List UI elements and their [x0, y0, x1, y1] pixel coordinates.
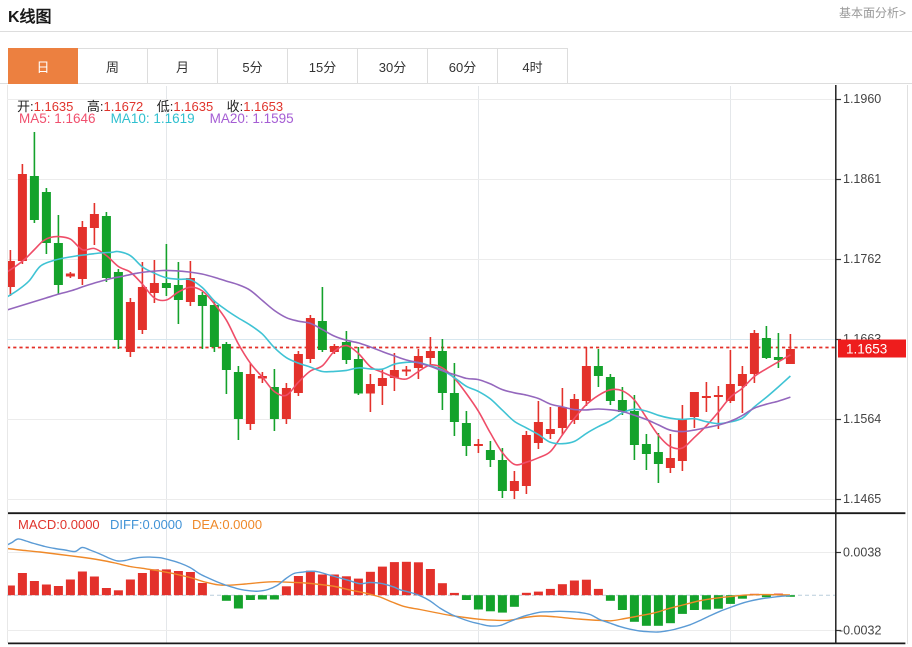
svg-text:1.1564: 1.1564 [843, 412, 881, 426]
svg-text:1.1960: 1.1960 [843, 92, 881, 106]
svg-text:1.1861: 1.1861 [843, 172, 881, 186]
svg-text:0.0038: 0.0038 [843, 546, 881, 560]
svg-text:DEA:0.0000: DEA:0.0000 [192, 517, 262, 532]
svg-text:DIFF:0.0000: DIFF:0.0000 [110, 517, 182, 532]
svg-text:1.1762: 1.1762 [843, 252, 881, 266]
svg-text:-0.0032: -0.0032 [839, 624, 881, 638]
svg-text:1.1653: 1.1653 [846, 342, 887, 357]
svg-text:MACD:0.0000: MACD:0.0000 [18, 517, 100, 532]
svg-text:1.1465: 1.1465 [843, 492, 881, 506]
